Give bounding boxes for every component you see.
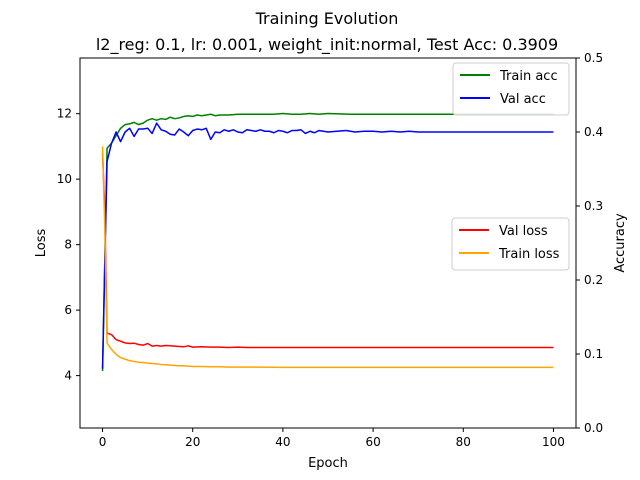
x-tick-label: 100 [542,435,565,449]
x-tick-label: 80 [456,435,471,449]
x-tick-label: 60 [365,435,380,449]
y-right-tick-label: 0.1 [584,347,603,361]
x-tick-label: 20 [185,435,200,449]
legend-loss: Val loss Train loss [451,217,570,271]
x-axis-label: Epoch [308,456,348,471]
plot-frame [79,57,577,429]
y-left-tick-label: 4 [64,369,72,383]
chart-title: Training Evolution [255,9,399,28]
series-line-val-loss [101,152,554,349]
y-left-tick-label: 8 [64,238,72,252]
y-right-tick-label: 0.5 [584,51,603,65]
y-axis-right-label: Accuracy [613,213,628,273]
x-tick-label: 40 [275,435,290,449]
y-right-tick-label: 0.2 [584,273,603,287]
y-left-tick-label: 12 [57,107,72,121]
series-line-train-acc [101,112,554,372]
series-line-val-acc [101,122,554,369]
series-line-train-loss [101,146,554,369]
legend-label-val-loss: Val loss [499,224,548,239]
legend-label-val-acc: Val acc [500,92,546,107]
y-axis-left-label: Loss [34,229,49,258]
y-axis-right: 0.0 0.1 0.2 0.3 0.4 0.5 [576,51,603,435]
legend-label-train-loss: Train loss [498,247,560,262]
legend-accuracy: Train acc Val acc [452,62,570,116]
series-layer [101,112,554,372]
y-axis-left: 4 6 8 10 12 [57,107,80,383]
y-left-tick-label: 6 [64,303,72,317]
x-tick-label: 0 [99,435,107,449]
chart-subtitle: l2_reg: 0.1, lr: 0.001, weight_init:norm… [96,35,558,55]
y-right-tick-label: 0.3 [584,199,603,213]
y-right-tick-label: 0.4 [584,125,603,139]
x-axis: 0 20 40 60 80 100 [99,428,565,449]
legend-label-train-acc: Train acc [499,69,558,84]
y-right-tick-label: 0.0 [584,421,603,435]
y-left-tick-label: 10 [57,172,72,186]
